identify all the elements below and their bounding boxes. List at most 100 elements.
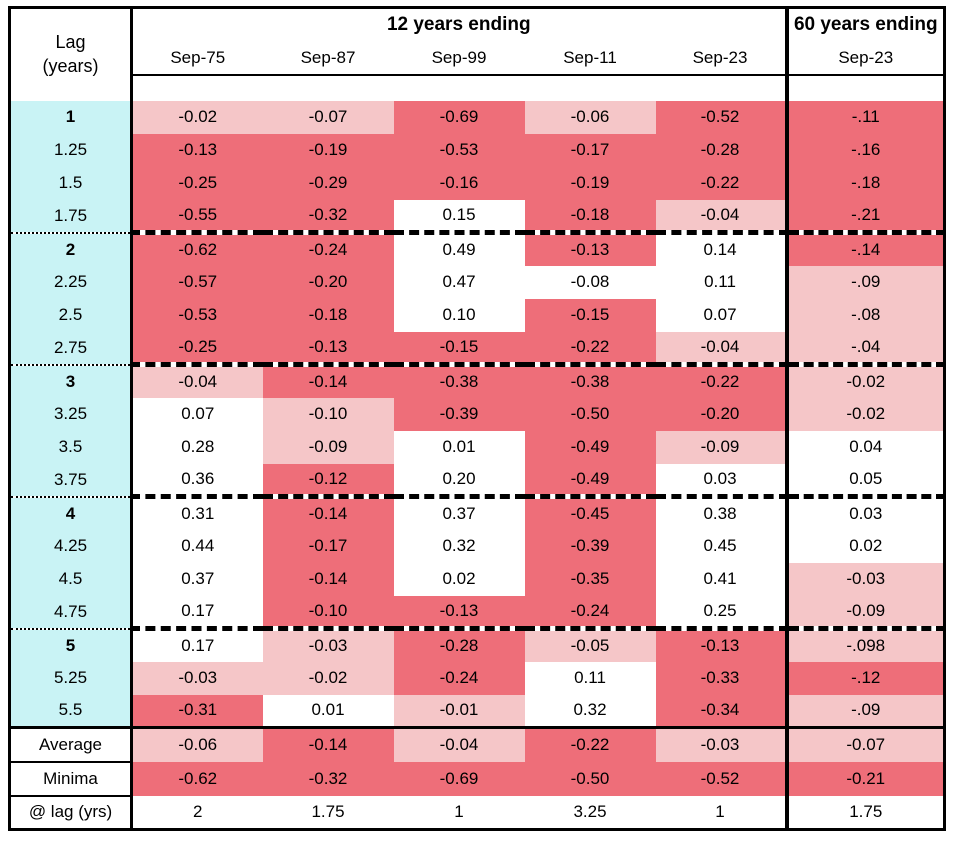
data-cell: 0.10 (393, 298, 525, 332)
data-cell: -0.17 (524, 133, 656, 167)
data-cell: -0.24 (524, 595, 656, 629)
data-cell: -0.33 (655, 661, 787, 695)
data-cell: -0.03 (131, 661, 263, 695)
footer-cell: 3.25 (524, 795, 656, 830)
data-cell: -0.28 (393, 626, 525, 662)
data-cell: 0.14 (655, 230, 787, 266)
lag-row-3.5: 3.5 0.28 -0.09 0.01 -0.49 -0.09 0.04 (9, 430, 945, 464)
lag-value: 1 (9, 100, 133, 134)
data-cell: -0.04 (655, 199, 787, 233)
data-cell-60yr: -0.03 (784, 562, 945, 596)
data-cell: 0.38 (655, 494, 787, 530)
data-cell: 0.15 (393, 199, 525, 233)
data-cell: -0.01 (393, 694, 525, 728)
data-cell: -0.29 (262, 166, 394, 200)
data-cell: -0.34 (655, 694, 787, 728)
data-cell: -0.19 (524, 166, 656, 200)
data-cell-60yr: 0.02 (784, 529, 945, 563)
footer-cell: -0.52 (655, 761, 787, 796)
lag-value: 3.5 (9, 430, 133, 464)
data-cell: 0.17 (131, 595, 263, 629)
lag-value: 2.75 (9, 331, 133, 365)
lag-row-4: 4 0.31 -0.14 0.37 -0.45 0.38 0.03 (9, 494, 945, 530)
data-cell-60yr: -.21 (784, 199, 945, 233)
lag-value: 1.75 (9, 199, 133, 233)
lag-row-1: 1 -0.02 -0.07 -0.69 -0.06 -0.52 -.11 (9, 100, 945, 134)
data-cell: -0.10 (262, 397, 394, 431)
data-cell-60yr: 0.04 (784, 430, 945, 464)
footer-label: Minima (9, 761, 133, 797)
data-cell: -0.17 (262, 529, 394, 563)
lag-value: 2.5 (9, 298, 133, 332)
data-cell: 0.45 (655, 529, 787, 563)
data-cell: -0.38 (524, 362, 656, 398)
lag-header-line1: Lag (55, 32, 86, 53)
footer-cell: 2 (131, 795, 263, 830)
lag-value: 2 (9, 231, 133, 266)
data-cell: -0.55 (131, 199, 263, 233)
data-cell: -0.02 (131, 100, 263, 134)
lag-row-5.5: 5.5 -0.31 0.01 -0.01 0.32 -0.34 -.09 (9, 694, 945, 728)
lag-row-4.25: 4.25 0.44 -0.17 0.32 -0.39 0.45 0.02 (9, 529, 945, 563)
data-cell: 0.36 (131, 463, 263, 497)
data-cell-60yr: -.18 (784, 166, 945, 200)
header-blank-row (10, 74, 945, 101)
lag-row-1.75: 1.75 -0.55 -0.32 0.15 -0.18 -0.04 -.21 (9, 199, 945, 233)
data-cell: 0.31 (131, 494, 263, 530)
data-cell-60yr: -.16 (784, 133, 945, 167)
data-cell: -0.13 (393, 595, 525, 629)
lag-header-line2: (years) (42, 55, 99, 76)
data-cell: 0.01 (262, 694, 394, 728)
lag-row-5.25: 5.25 -0.03 -0.02 -0.24 0.11 -0.33 -.12 (9, 661, 945, 695)
data-cell: -0.22 (655, 166, 787, 200)
data-cell: -0.28 (655, 133, 787, 167)
lag-row-5: 5 0.17 -0.03 -0.28 -0.05 -0.13 -.098 (9, 626, 945, 662)
lag-row-3: 3 -0.04 -0.14 -0.38 -0.38 -0.22 -0.02 (9, 362, 945, 398)
data-cell: -0.20 (655, 397, 787, 431)
lag-value: 1.5 (9, 166, 133, 200)
table-body: 1 -0.02 -0.07 -0.69 -0.06 -0.52 -.11 1.25 -0.13-… (9, 100, 945, 830)
data-cell: -0.09 (262, 430, 394, 464)
data-cell: 0.41 (655, 562, 787, 596)
data-cell: -0.09 (655, 430, 787, 464)
lag-row-2.75: 2.75 -0.25 -0.13 -0.15 -0.22 -0.04 -.04 (9, 331, 945, 365)
header-12-years-ending: 12 years ending (131, 7, 787, 42)
data-cell: -0.04 (655, 331, 787, 365)
footer-cell: 1 (655, 795, 787, 830)
col-header-60yr-sep-23: Sep-23 (784, 41, 945, 76)
lag-row-1.25: 1.25 -0.13 -0.19 -0.53 -0.17 -0.28 -.16 (9, 133, 945, 167)
footer-cell: -0.04 (393, 726, 525, 762)
footer-cell-60yr: -0.07 (784, 726, 945, 762)
data-cell: 0.07 (131, 397, 263, 431)
data-cell: -0.13 (131, 133, 263, 167)
col-header-sep-23: Sep-23 (655, 41, 787, 76)
data-cell: -0.04 (131, 362, 263, 398)
lag-value: 1.25 (9, 133, 133, 167)
footer-cell: -0.69 (393, 761, 525, 796)
data-cell: 0.03 (655, 463, 787, 497)
data-cell: 0.49 (393, 230, 525, 266)
header-date-row: Sep-75 Sep-87 Sep-99 Sep-11 Sep-23 Sep-2… (10, 41, 945, 76)
lag-value: 2.25 (9, 265, 133, 299)
data-cell: -0.31 (131, 694, 263, 728)
footer-row-1: Minima -0.62 -0.32 -0.69 -0.50 -0.52 -0.21 (9, 761, 945, 797)
header-60-years-ending: 60 years ending (784, 7, 945, 42)
lag-value: 3.75 (9, 463, 133, 497)
lag-value: 5.5 (9, 694, 133, 728)
lag-value: 5.25 (9, 661, 133, 695)
footer-cell: -0.03 (655, 726, 787, 762)
data-cell-60yr: -.09 (784, 265, 945, 299)
data-cell: -0.39 (524, 529, 656, 563)
data-cell: -0.13 (655, 626, 787, 662)
data-cell: 0.37 (131, 562, 263, 596)
data-cell: -0.14 (262, 562, 394, 596)
footer-label: @ lag (yrs) (9, 795, 133, 830)
data-cell: -0.15 (393, 331, 525, 365)
data-cell: -0.14 (262, 494, 394, 530)
data-cell: -0.62 (131, 230, 263, 266)
data-cell: -0.12 (262, 463, 394, 497)
data-cell: -0.20 (262, 265, 394, 299)
data-cell: -0.06 (524, 100, 656, 134)
data-cell: -0.13 (524, 230, 656, 266)
footer-cell: 1.75 (262, 795, 394, 830)
